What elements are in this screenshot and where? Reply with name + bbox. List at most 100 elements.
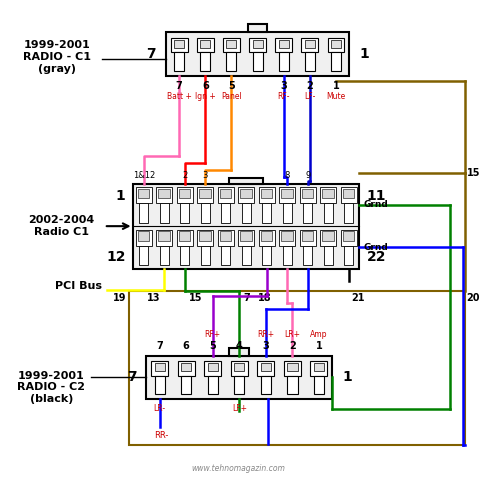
Text: 7: 7 — [127, 371, 136, 384]
Bar — [139, 203, 148, 223]
Bar — [241, 203, 250, 223]
Bar — [226, 52, 236, 71]
Text: 4: 4 — [235, 341, 242, 351]
Bar — [283, 361, 300, 376]
Bar — [323, 203, 332, 223]
Bar — [207, 376, 217, 394]
Text: Panel: Panel — [221, 92, 241, 101]
Bar — [146, 356, 332, 399]
Bar — [319, 229, 336, 246]
Text: 21: 21 — [350, 293, 364, 303]
Bar — [229, 178, 263, 184]
Bar — [238, 187, 254, 203]
Bar — [252, 52, 262, 71]
Bar — [176, 187, 192, 203]
Bar — [180, 246, 189, 265]
Text: 7: 7 — [243, 293, 250, 303]
Bar — [257, 361, 274, 376]
Text: 9: 9 — [304, 171, 310, 180]
Bar — [207, 363, 217, 372]
Text: 1: 1 — [341, 371, 351, 384]
Bar — [135, 187, 152, 203]
Bar — [174, 40, 184, 48]
Bar — [138, 189, 149, 198]
Bar — [199, 231, 211, 241]
Text: 7: 7 — [156, 341, 163, 351]
Bar — [287, 363, 297, 372]
Text: RF+: RF+ — [204, 330, 220, 339]
Bar — [258, 187, 275, 203]
Bar — [128, 291, 464, 444]
Bar — [196, 37, 213, 52]
Bar — [226, 40, 236, 48]
Bar — [159, 246, 168, 265]
Bar — [287, 376, 297, 394]
Bar — [322, 231, 333, 241]
Bar — [304, 40, 314, 48]
Text: 6: 6 — [182, 341, 189, 351]
Bar — [249, 37, 265, 52]
Bar — [301, 37, 318, 52]
Bar — [176, 229, 192, 246]
Text: 13: 13 — [146, 293, 160, 303]
Bar — [261, 231, 272, 241]
Text: 5: 5 — [209, 341, 216, 351]
Bar — [344, 203, 352, 223]
Bar — [177, 361, 194, 376]
Bar — [240, 231, 252, 241]
Bar — [282, 246, 291, 265]
Text: 6: 6 — [202, 81, 208, 91]
Bar — [319, 187, 336, 203]
Bar — [200, 52, 210, 71]
Bar — [241, 246, 250, 265]
Bar — [323, 246, 332, 265]
Text: 8: 8 — [284, 171, 289, 180]
Bar — [180, 376, 191, 394]
Bar — [260, 376, 270, 394]
Text: RR-: RR- — [154, 431, 168, 440]
Bar — [154, 363, 164, 372]
Bar — [238, 229, 254, 246]
Text: 1999-2001
RADIO - C2
(black): 1999-2001 RADIO - C2 (black) — [17, 371, 85, 404]
Bar — [200, 40, 210, 48]
Text: 22: 22 — [366, 250, 385, 264]
Bar — [301, 189, 313, 198]
Bar — [342, 231, 354, 241]
Bar — [158, 231, 169, 241]
Text: Grnd: Grnd — [363, 200, 388, 209]
Bar — [199, 189, 211, 198]
Bar — [322, 189, 333, 198]
Bar — [282, 203, 291, 223]
Text: Ign +: Ign + — [194, 92, 215, 101]
Text: RF-: RF- — [277, 92, 289, 101]
Text: 15: 15 — [189, 293, 202, 303]
Bar — [278, 229, 295, 246]
Bar — [217, 229, 233, 246]
Bar — [223, 37, 240, 52]
Text: 20: 20 — [466, 293, 479, 303]
Bar — [310, 361, 327, 376]
Text: 3: 3 — [280, 81, 287, 91]
Text: 2: 2 — [288, 341, 295, 351]
Bar — [170, 37, 187, 52]
Text: Batt +: Batt + — [167, 92, 191, 101]
Text: 7: 7 — [146, 47, 156, 61]
Bar — [278, 187, 295, 203]
Bar — [158, 189, 169, 198]
Bar — [219, 189, 231, 198]
Text: 1999-2001
RADIO - C1
(gray): 1999-2001 RADIO - C1 (gray) — [24, 40, 91, 73]
Text: LF+: LF+ — [231, 404, 246, 413]
Bar — [262, 203, 271, 223]
Bar — [204, 361, 221, 376]
Text: 7: 7 — [176, 81, 182, 91]
Bar — [200, 203, 209, 223]
Bar — [247, 24, 267, 32]
Bar — [261, 189, 272, 198]
Bar — [313, 376, 324, 394]
Bar — [217, 187, 233, 203]
Text: 2: 2 — [182, 171, 187, 180]
Bar — [156, 229, 172, 246]
Text: 18: 18 — [258, 293, 271, 303]
Bar — [135, 229, 152, 246]
Bar — [159, 203, 168, 223]
